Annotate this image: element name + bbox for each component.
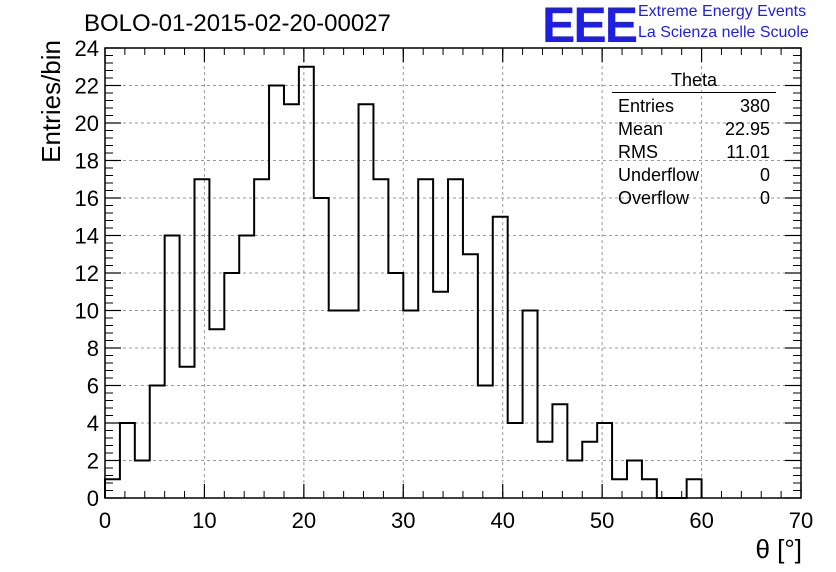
histogram-bin xyxy=(165,236,180,499)
histogram-bin xyxy=(344,311,359,499)
y-tick-label: 10 xyxy=(75,299,99,324)
stats-row: RMS 11.01 xyxy=(612,141,776,164)
stats-row: Overflow 0 xyxy=(612,187,776,210)
histogram-bin xyxy=(224,273,239,498)
histogram-bin xyxy=(508,423,523,498)
stats-value: 22.95 xyxy=(724,119,770,139)
x-tick-label: 50 xyxy=(590,508,614,533)
y-axis-label: Entries/bin xyxy=(36,40,66,163)
histogram-bin xyxy=(478,386,493,499)
y-axis-label-wrap: Entries/bin xyxy=(6,40,66,200)
histogram-bin xyxy=(359,104,374,498)
histogram-bin xyxy=(433,292,448,498)
stats-label: RMS xyxy=(618,142,658,162)
histogram-bin xyxy=(403,311,418,499)
y-tick-label: 4 xyxy=(87,411,99,436)
x-tick-label: 20 xyxy=(292,508,316,533)
histogram-bin xyxy=(523,311,538,499)
histogram-bin xyxy=(239,236,254,499)
histogram-bin xyxy=(612,479,627,498)
histogram-bin xyxy=(329,311,344,499)
y-tick-label: 6 xyxy=(87,374,99,399)
stats-row: Mean 22.95 xyxy=(612,118,776,141)
y-tick-label: 12 xyxy=(75,261,99,286)
y-tick-label: 2 xyxy=(87,449,99,474)
histogram-bin xyxy=(194,179,209,498)
histogram-bin xyxy=(463,254,478,498)
histogram-bin xyxy=(448,179,463,498)
y-tick-label: 8 xyxy=(87,336,99,361)
y-tick-label: 20 xyxy=(75,111,99,136)
histogram-bin xyxy=(642,479,657,498)
histogram-bin xyxy=(105,479,120,498)
chart-title: BOLO-01-2015-02-20-00027 xyxy=(84,10,391,37)
x-tick-label: 0 xyxy=(99,508,111,533)
grid-layer xyxy=(105,48,801,498)
histogram-bin xyxy=(120,423,135,498)
x-tick-label: 60 xyxy=(689,508,713,533)
stats-value: 0 xyxy=(759,188,770,208)
histogram-bin xyxy=(299,67,314,498)
histogram-bin xyxy=(314,198,329,498)
stats-row: Underflow 0 xyxy=(612,164,776,187)
eee-logo: EEE xyxy=(542,0,638,53)
x-tick-label: 70 xyxy=(789,508,813,533)
stats-value: 11.01 xyxy=(726,142,770,162)
histogram-bin xyxy=(135,461,150,499)
histogram-bin xyxy=(687,479,702,498)
logo-line-2: La Scienza nelle Scuole xyxy=(638,24,809,41)
stats-label: Underflow xyxy=(618,165,700,185)
stats-row: Entries 380 xyxy=(612,95,776,118)
histogram-bin xyxy=(209,329,224,498)
tick-layer xyxy=(104,47,802,499)
histogram-bin xyxy=(254,179,269,498)
histogram-bin xyxy=(150,386,165,499)
histogram-bin xyxy=(538,442,553,498)
histogram-bin xyxy=(493,217,508,498)
stats-value: 380 xyxy=(739,96,770,116)
y-tick-label: 0 xyxy=(87,486,99,511)
histogram-bin xyxy=(388,273,403,498)
x-axis-label: θ [°] xyxy=(755,534,802,564)
y-tick-label: 18 xyxy=(75,149,99,174)
logo-line-1: Extreme Energy Events xyxy=(638,3,807,20)
y-tick-label: 22 xyxy=(75,74,99,99)
histogram-bin xyxy=(552,404,567,498)
y-tick-label: 14 xyxy=(75,224,99,249)
stats-title: Theta xyxy=(612,70,776,93)
histogram-bin xyxy=(180,367,195,498)
y-tick-label: 16 xyxy=(75,186,99,211)
x-tick-label: 40 xyxy=(490,508,514,533)
histogram-layer xyxy=(104,65,703,499)
histogram-bin xyxy=(582,442,597,498)
histogram-bin xyxy=(418,179,433,498)
y-tick-label: 24 xyxy=(75,36,99,61)
stats-box: Theta Entries 380 Mean 22.95 RMS 11.01 U… xyxy=(612,70,776,210)
histogram-bin xyxy=(284,104,299,498)
stats-label: Overflow xyxy=(618,188,690,208)
histogram-outline xyxy=(104,65,703,499)
histogram-bin xyxy=(567,461,582,499)
histogram-bin xyxy=(269,86,284,499)
x-tick-label: 30 xyxy=(391,508,415,533)
histogram-bin xyxy=(597,423,612,498)
histogram-bin xyxy=(627,461,642,499)
stats-label: Entries xyxy=(618,96,675,116)
histogram-bin xyxy=(373,179,388,498)
stats-value: 0 xyxy=(759,165,770,185)
stats-label: Mean xyxy=(618,119,664,139)
x-tick-label: 10 xyxy=(192,508,216,533)
